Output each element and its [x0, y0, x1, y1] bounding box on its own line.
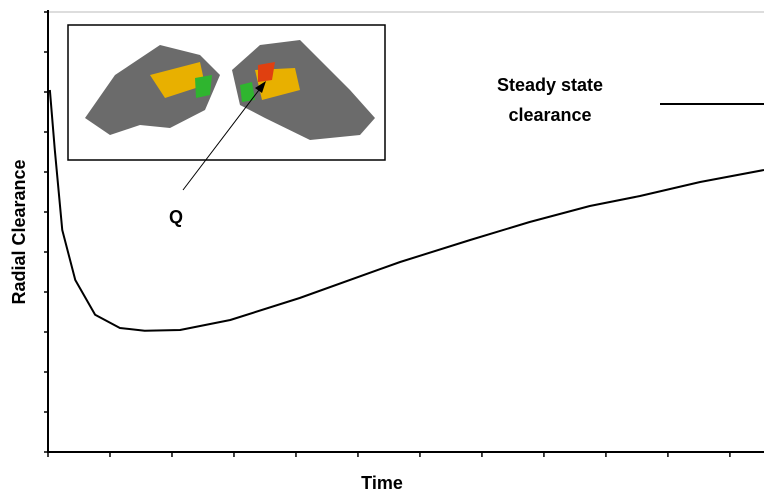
cool-region: [195, 75, 212, 98]
annotation-box: Steady state clearance: [480, 70, 680, 134]
chart: Time Radial Clearance Q Steady state cle…: [0, 0, 764, 498]
y-axis-label: Radial Clearance: [9, 159, 29, 304]
inset-image: [68, 25, 385, 160]
point-label: Q: [169, 207, 183, 227]
steady-state-label: Steady state clearance: [480, 70, 620, 130]
x-axis-label: Time: [361, 473, 403, 493]
